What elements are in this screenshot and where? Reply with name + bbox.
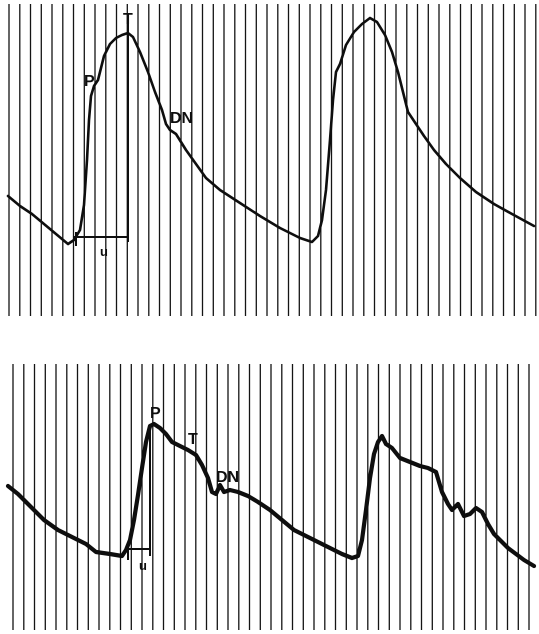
top-label-p: P [84, 73, 95, 90]
top-pulse-trace [6, 16, 536, 246]
bottom-grid-lines [12, 364, 530, 630]
top-label-t: T [123, 11, 133, 28]
bottom-label-u: u [139, 558, 147, 573]
bottom-label-t: T [188, 431, 198, 448]
bottom-pulse-trace [5, 421, 537, 569]
top-panel: P T DN u [6, 4, 537, 316]
top-label-u: u [100, 244, 108, 259]
top-label-dn: DN [170, 110, 193, 127]
bottom-label-p: P [150, 405, 161, 422]
bottom-panel: P T DN u [5, 364, 537, 630]
bottom-label-dn: DN [216, 469, 239, 486]
